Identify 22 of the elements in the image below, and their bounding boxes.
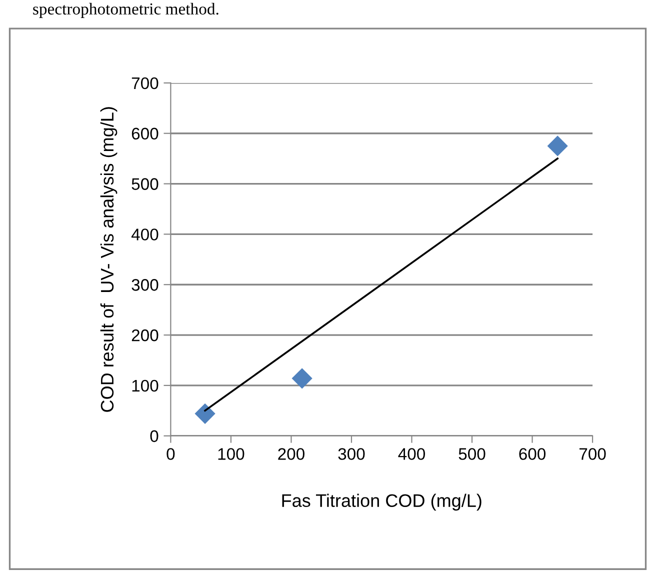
y-tick-label: 500 [132,178,158,190]
y-tick-label: 300 [132,279,158,291]
point [547,136,568,156]
x-tick-label: 0 [166,448,175,460]
y-tick-label: 0 [150,430,158,442]
y-tick-label: 200 [132,329,158,342]
point [194,403,216,424]
y-tick-label: 400 [131,228,158,240]
x-tick-label: 700 [579,448,606,460]
x-tick-label: 600 [519,448,546,460]
x-axis-title: Fas Titration COD (mg/L) [282,494,482,511]
x-tick-label: 100 [218,448,244,460]
x-tick-label: 200 [278,448,304,460]
y-tick-label: 700 [132,77,158,90]
y-tick-label: 600 [132,128,158,140]
y-axis-title: COD result of UV- Vis analysis (mg/L) [100,107,118,412]
x-tick-label: 400 [398,448,425,460]
x-tick-label: 300 [338,448,365,460]
point [292,368,312,389]
x-tick-label: 500 [458,448,486,460]
text: spectrophotometric method. [33,2,218,18]
y-tick-label: 100 [132,380,158,392]
